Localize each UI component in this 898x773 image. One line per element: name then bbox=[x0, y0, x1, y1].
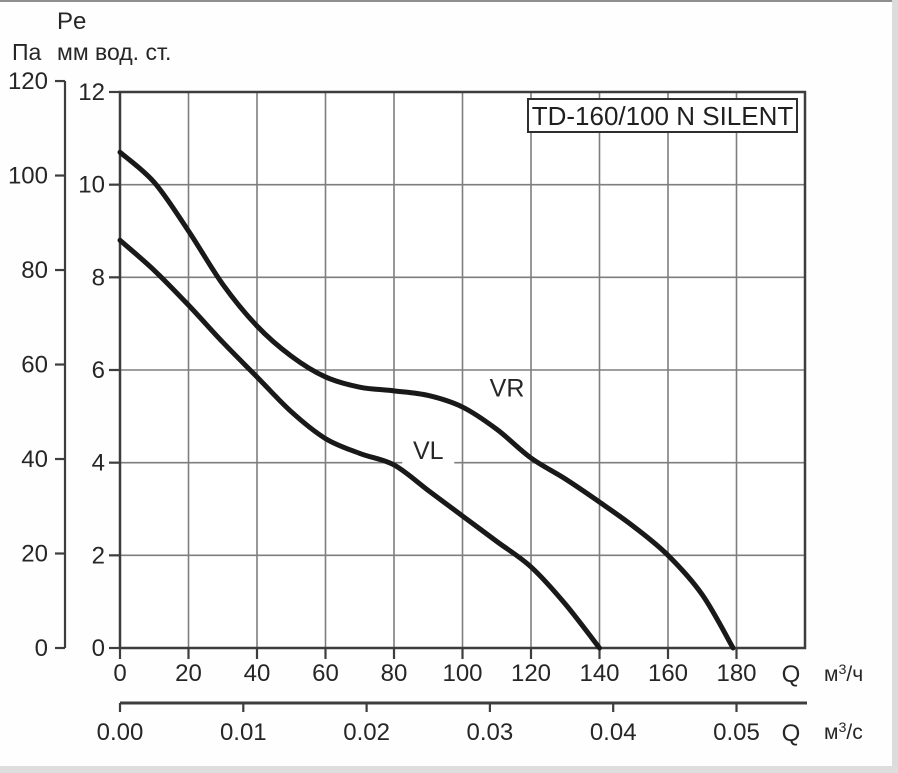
mm-axis-tick-label: 0 bbox=[92, 635, 105, 662]
x1-axis-tick-label: 160 bbox=[648, 660, 688, 687]
curve-vl bbox=[117, 237, 602, 651]
x1-axis-tick-label: 120 bbox=[511, 660, 551, 687]
x2-axis-tick-label: 0.01 bbox=[220, 719, 267, 746]
pa-axis-tick-label: 20 bbox=[21, 541, 48, 568]
x1-axis-tick-label: 140 bbox=[579, 660, 619, 687]
x1-axis-tick-label: 60 bbox=[312, 660, 339, 687]
pa-axis-tick-label: 0 bbox=[35, 635, 48, 662]
mm-water-unit-label: мм вод. ст. bbox=[57, 39, 172, 65]
x1-axis-tick-label: 0 bbox=[113, 660, 126, 687]
mm-axis-tick-label: 4 bbox=[92, 450, 105, 477]
screen-edge-top bbox=[0, 0, 898, 2]
curve-vr bbox=[117, 149, 736, 651]
x2-axis-unit-label: м3/с bbox=[824, 720, 863, 744]
x2-axis-tick-label: 0.05 bbox=[713, 719, 760, 746]
pa-axis-tick-label: 60 bbox=[21, 352, 48, 379]
mm-axis-tick-label: 6 bbox=[92, 357, 105, 384]
screen-edge-bottom bbox=[0, 766, 898, 773]
x1-axis-unit-label: м3/ч bbox=[824, 662, 863, 686]
screen-edge-right bbox=[892, 0, 898, 773]
x2-axis-tick-label: 0.02 bbox=[343, 719, 390, 746]
pa-axis-tick-label: 100 bbox=[8, 163, 48, 190]
x2-axis-flow-symbol: Q bbox=[782, 720, 801, 747]
model-title-box: TD-160/100 N SILENT bbox=[527, 98, 798, 133]
series-label-vl: VL bbox=[413, 437, 444, 465]
pa-axis-tick-label: 80 bbox=[21, 257, 48, 284]
x1-axis-tick-label: 80 bbox=[381, 660, 408, 687]
mm-axis-tick-label: 2 bbox=[92, 542, 105, 569]
mm-axis-tick-label: 12 bbox=[78, 79, 105, 106]
pa-axis-tick-label: 120 bbox=[8, 68, 48, 95]
x2-axis-tick-label: 0.03 bbox=[467, 719, 514, 746]
pa-axis-tick-label: 40 bbox=[21, 446, 48, 473]
x2-axis-tick-label: 0.00 bbox=[97, 719, 144, 746]
x1-axis-tick-label: 40 bbox=[244, 660, 271, 687]
mm-axis-tick-label: 10 bbox=[78, 172, 105, 199]
x2-axis-tick-label: 0.04 bbox=[590, 719, 637, 746]
x1-axis-flow-symbol: Q bbox=[782, 661, 801, 688]
x1-axis-tick-label: 20 bbox=[175, 660, 202, 687]
pressure-symbol-label: Pe bbox=[57, 8, 87, 35]
x1-axis-tick-label: 180 bbox=[716, 660, 756, 687]
curve-label-mask bbox=[402, 435, 455, 466]
mm-axis-tick-label: 8 bbox=[92, 264, 105, 291]
pa-unit-label: Па bbox=[12, 39, 42, 65]
x1-axis-tick-label: 100 bbox=[442, 660, 482, 687]
series-label-vr: VR bbox=[490, 375, 525, 403]
